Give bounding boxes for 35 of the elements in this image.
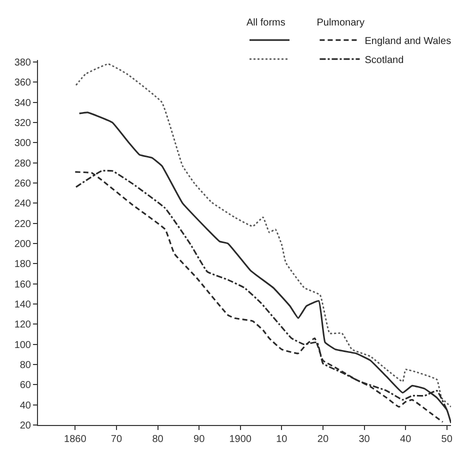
y-tick-label: 160 [14,279,32,290]
x-tick-label: 70 [110,434,122,445]
y-tick-label: 120 [14,320,32,331]
y-tick-label: 100 [14,340,32,351]
y-tick-label: 140 [14,300,32,311]
y-tick-label: 340 [14,98,32,109]
x-tick-label: 40 [400,434,412,445]
y-tick-label: 360 [14,78,32,89]
x-tick-label: 80 [152,434,164,445]
x-tick-label: 30 [358,434,370,445]
y-tick-label: 40 [20,400,32,412]
y-tick-label: 200 [14,239,32,250]
y-tick-label: 60 [20,380,32,392]
y-tick-label: 180 [14,259,32,270]
y-tick-label: 20 [20,420,32,432]
y-tick-label: 300 [14,138,32,150]
legend-label: Scotland [364,54,404,66]
text: Pulmonary [316,18,365,29]
y-tick-label: 80 [20,360,32,371]
line-series [75,63,451,408]
x-tick-label: 50 [441,434,453,445]
y-tick-label: 220 [14,218,32,230]
y-tick-label: 260 [14,178,32,190]
x-tick-label: 1860 [64,434,87,445]
legend-label: England and Wales [364,36,452,47]
y-tick-label: 380 [14,58,32,69]
x-tick-label: 20 [317,434,329,445]
y-tick-label: 280 [14,158,32,170]
text: All forms [246,18,286,29]
x-tick-label: 90 [194,434,206,445]
y-tick-label: 320 [14,118,32,130]
x-tick-label: 10 [276,434,288,445]
x-tick-label: 1900 [229,434,252,445]
y-tick-label: 240 [14,198,32,210]
line-series [78,112,451,424]
